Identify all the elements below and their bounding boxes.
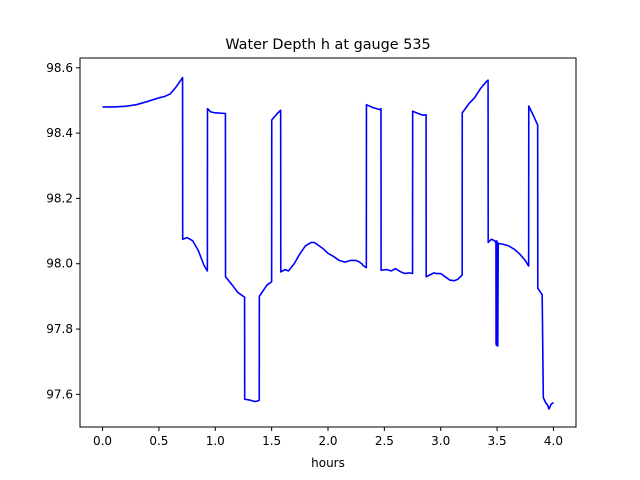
x-tick-label: 4.0 xyxy=(544,434,563,448)
x-tick-label: 1.5 xyxy=(262,434,281,448)
x-tick-label: 0.5 xyxy=(149,434,168,448)
y-tick-label: 98.6 xyxy=(46,61,73,75)
x-axis-label: hours xyxy=(311,456,345,470)
x-tick-label: 3.5 xyxy=(488,434,507,448)
x-tick-label: 3.0 xyxy=(431,434,450,448)
y-tick-label: 98.2 xyxy=(46,191,73,205)
chart-title: Water Depth h at gauge 535 xyxy=(225,37,430,53)
y-tick-label: 98.0 xyxy=(46,257,73,271)
y-axis-ticks: 97.6 97.8 98.0 98.2 98.4 98.6 xyxy=(46,61,80,401)
series-line-water-depth xyxy=(102,76,554,410)
y-tick-label: 98.4 xyxy=(46,126,73,140)
x-axis-ticks: 0.0 0.5 1.0 1.5 2.0 2.5 3.0 3.5 4.0 xyxy=(93,427,563,448)
x-tick-label: 0.0 xyxy=(93,434,112,448)
y-tick-label: 97.8 xyxy=(46,322,73,336)
x-tick-label: 2.5 xyxy=(375,434,394,448)
plot-area: 0.0 0.5 1.0 1.5 2.0 2.5 3.0 3.5 4.0 97.6 97.8 98.0… xyxy=(46,57,577,448)
y-tick-label: 97.6 xyxy=(46,387,73,401)
x-tick-label: 1.0 xyxy=(206,434,225,448)
x-tick-label: 2.0 xyxy=(318,434,337,448)
